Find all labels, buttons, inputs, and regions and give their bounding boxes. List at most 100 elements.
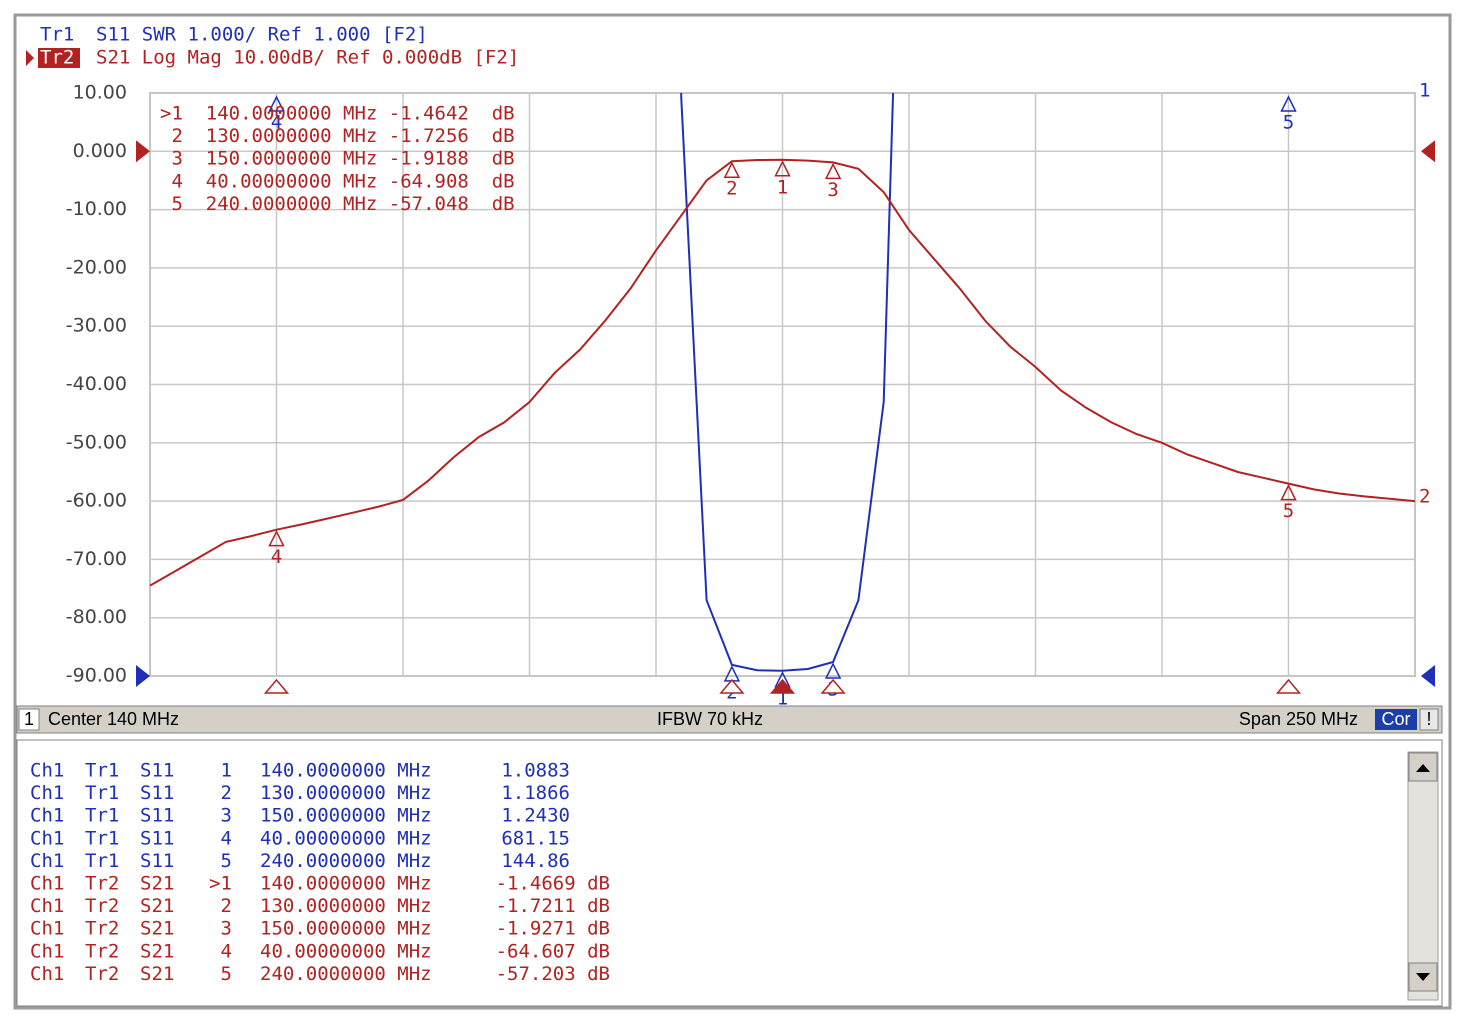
table-cell: Ch1 — [30, 805, 64, 827]
y-tick-label: -90.00 — [66, 665, 127, 687]
trace-marker-label: 5 — [1283, 112, 1294, 134]
trace-marker — [1280, 483, 1297, 501]
trace-header: S11 SWR 1.000/ Ref 1.000 [F2] — [96, 24, 428, 46]
trace-end-label: 2 — [1419, 486, 1430, 508]
y-tick-label: -70.00 — [66, 548, 127, 570]
stimulus-marker — [769, 678, 796, 694]
table-cell: 1.1866 — [501, 782, 570, 804]
table-cell: Ch1 — [30, 827, 64, 849]
table-cell: Ch1 — [30, 850, 64, 872]
table-cell: Ch1 — [30, 782, 64, 804]
table-cell: 3 — [221, 805, 232, 827]
ref-marker-left — [136, 665, 150, 687]
trace-marker-label: 3 — [827, 179, 838, 201]
table-cell: -1.7211 dB — [496, 895, 610, 917]
scrollbar[interactable] — [1407, 751, 1439, 1001]
trace-name: Tr2 — [40, 47, 74, 69]
status-bar — [16, 705, 1443, 734]
stimulus-marker — [1275, 678, 1302, 694]
table-cell: Tr1 — [85, 782, 119, 804]
ref-marker-right — [1421, 140, 1435, 163]
table-cell: Tr2 — [85, 963, 119, 985]
trace-marker — [1280, 95, 1297, 112]
table-cell: -57.203 dB — [496, 963, 610, 985]
table-cell: Tr2 — [85, 918, 119, 940]
y-tick-label: -30.00 — [66, 315, 127, 337]
table-cell: 40.00000000 MHz — [260, 940, 432, 962]
table-cell: >1 — [209, 873, 232, 895]
ref-marker-left — [136, 140, 150, 163]
table-cell: 3 — [221, 918, 232, 940]
cor: Cor — [1381, 709, 1410, 729]
trace-line — [680, 93, 895, 672]
table-cell: Ch1 — [30, 760, 64, 782]
stimulus-marker — [820, 678, 846, 694]
table-cell: 5 — [221, 963, 232, 985]
table-cell: S11 — [140, 827, 174, 849]
table-cell: 1.2430 — [501, 805, 570, 827]
y-tick-label: -20.00 — [66, 256, 127, 278]
marker-readout: 2 130.0000000 MHz -1.7256 dB — [160, 125, 515, 147]
table-cell: 2 — [221, 895, 232, 917]
table-cell: S11 — [140, 850, 174, 872]
y-tick-label: -10.00 — [66, 198, 127, 220]
marker-readout: 5 240.0000000 MHz -57.048 dB — [160, 193, 515, 215]
table-cell: S21 — [140, 963, 174, 985]
trace-marker-label: 4 — [271, 112, 282, 134]
table-cell: 1 — [221, 760, 232, 782]
warn: ! — [1426, 709, 1431, 729]
marker-readout: 4 40.00000000 MHz -64.908 dB — [160, 170, 515, 192]
table-cell: 1.0883 — [501, 760, 570, 782]
trace-marker-label: 1 — [777, 176, 788, 198]
table-cell: S21 — [140, 895, 174, 917]
table-cell: S21 — [140, 873, 174, 895]
scroll-up-arrow — [1416, 764, 1430, 772]
table-cell: Tr2 — [85, 873, 119, 895]
table-cell: 4 — [221, 827, 232, 849]
channel-box[interactable] — [18, 708, 40, 731]
table-cell: 140.0000000 MHz — [260, 873, 432, 895]
trace-marker-label: 1 — [777, 687, 788, 709]
table-cell: 2 — [221, 782, 232, 804]
trace-marker-label: 4 — [271, 546, 282, 568]
table-cell: Tr2 — [85, 895, 119, 917]
table-cell: Tr2 — [85, 940, 119, 962]
table-cell: 150.0000000 MHz — [260, 805, 432, 827]
table-cell: 130.0000000 MHz — [260, 782, 432, 804]
y-tick-label: 10.00 — [73, 82, 127, 104]
table-cell: S11 — [140, 782, 174, 804]
table-cell: -1.4669 dB — [496, 873, 610, 895]
table-cell: 140.0000000 MHz — [260, 760, 432, 782]
table-cell: Ch1 — [30, 963, 64, 985]
trace-marker — [723, 161, 741, 178]
table-cell: S21 — [140, 940, 174, 962]
table-cell: S11 — [140, 805, 174, 827]
active-trace-box — [38, 48, 80, 68]
table-cell: Tr1 — [85, 805, 119, 827]
table-cell: 681.15 — [501, 827, 570, 849]
trace-header: S21 Log Mag 10.00dB/ Ref 0.000dB [F2] — [96, 47, 519, 69]
table-cell: Ch1 — [30, 940, 64, 962]
table-cell: 4 — [221, 940, 232, 962]
ifbw: IFBW 70 kHz — [657, 709, 763, 729]
table-cell: -1.9271 dB — [496, 918, 610, 940]
trace-end-label: 1 — [1419, 80, 1430, 102]
trace-marker — [268, 95, 285, 112]
table-cell: Tr1 — [85, 850, 119, 872]
trace-marker — [824, 162, 842, 180]
scroll-down-arrow — [1416, 973, 1430, 981]
trace-name: Tr1 — [40, 24, 74, 46]
trace-marker-label: 2 — [726, 178, 737, 200]
table-cell: 40.00000000 MHz — [260, 827, 432, 849]
y-tick-label: 0.000 — [73, 140, 127, 162]
table-cell: Ch1 — [30, 918, 64, 940]
y-tick-label: -60.00 — [66, 490, 127, 512]
table-cell: 150.0000000 MHz — [260, 918, 432, 940]
marker-readout: 3 150.0000000 MHz -1.9188 dB — [160, 148, 515, 170]
cor-box[interactable] — [1375, 709, 1417, 730]
ref-marker-right — [1421, 665, 1435, 687]
trace-marker-label: 5 — [1283, 500, 1294, 522]
table-cell: 130.0000000 MHz — [260, 895, 432, 917]
table-cell: 240.0000000 MHz — [260, 963, 432, 985]
